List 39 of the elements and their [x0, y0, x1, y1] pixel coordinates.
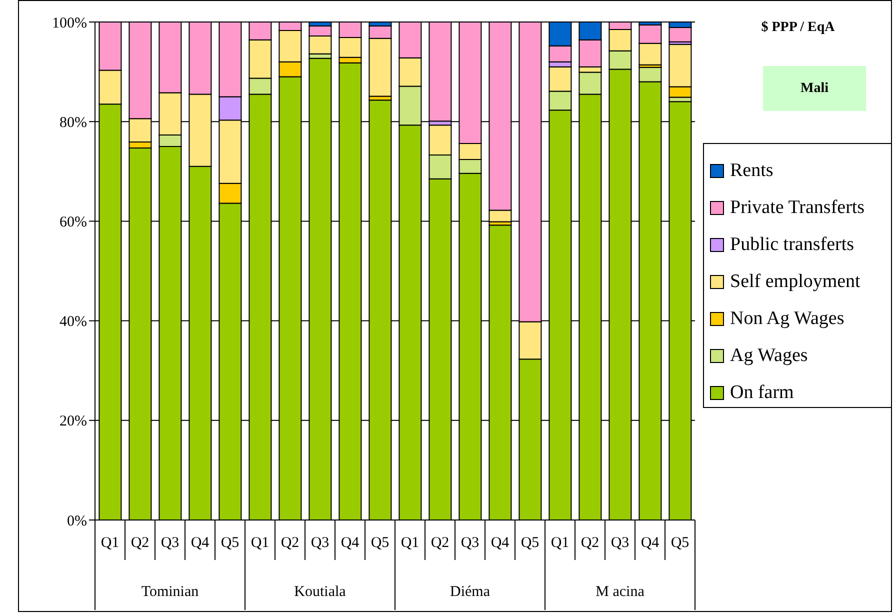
x-tick-label: Q4	[190, 535, 210, 551]
text: Mali	[763, 66, 866, 111]
y-tick-label: 100%	[52, 15, 87, 32]
legend-label: Public transferts	[730, 234, 854, 256]
y-tick-label: 80%	[60, 114, 87, 131]
x-tick-label: Q5	[220, 535, 240, 551]
x-tick-label: Q3	[160, 535, 180, 551]
y-tick-label: 20%	[60, 414, 87, 430]
x-tick-label: Q2	[280, 535, 300, 551]
x-tick-label: Q3	[310, 535, 330, 551]
x-tick-label: Q4	[640, 535, 660, 551]
text: Tominian	[141, 584, 200, 600]
x-tick-label: Q1	[250, 535, 270, 551]
legend-label: On farm	[730, 382, 794, 404]
text: Koutiala	[294, 584, 346, 600]
y-tick-label: 40%	[60, 314, 87, 330]
text: M acina	[596, 584, 645, 600]
legend-label: Non Ag Wages	[730, 308, 844, 330]
y-tick-label: 60%	[60, 214, 87, 231]
x-tick-label: Q2	[430, 535, 450, 551]
text: $ PPP / EqA	[760, 20, 836, 36]
legend-label: Ag Wages	[730, 344, 808, 366]
x-tick-label: Q3	[460, 535, 480, 551]
text: Diéma	[450, 584, 490, 600]
x-tick-label: Q1	[400, 535, 420, 551]
x-tick-label: Q2	[130, 535, 150, 551]
x-tick-label: Q5	[370, 535, 390, 551]
x-tick-label: Q1	[550, 535, 570, 551]
x-tick-label: Q5	[520, 535, 540, 551]
x-tick-label: Q5	[670, 535, 690, 551]
legend-label: Self employment	[730, 270, 860, 292]
x-tick-label: Q1	[100, 535, 120, 551]
x-tick-label: Q4	[490, 535, 510, 551]
x-tick-label: Q4	[340, 535, 360, 551]
x-tick-label: Q3	[610, 535, 630, 551]
legend-label: Rents	[730, 160, 774, 182]
x-tick-label: Q2	[580, 535, 600, 551]
legend-label: Private Transferts	[730, 196, 865, 218]
y-tick-label: 0%	[67, 513, 87, 530]
